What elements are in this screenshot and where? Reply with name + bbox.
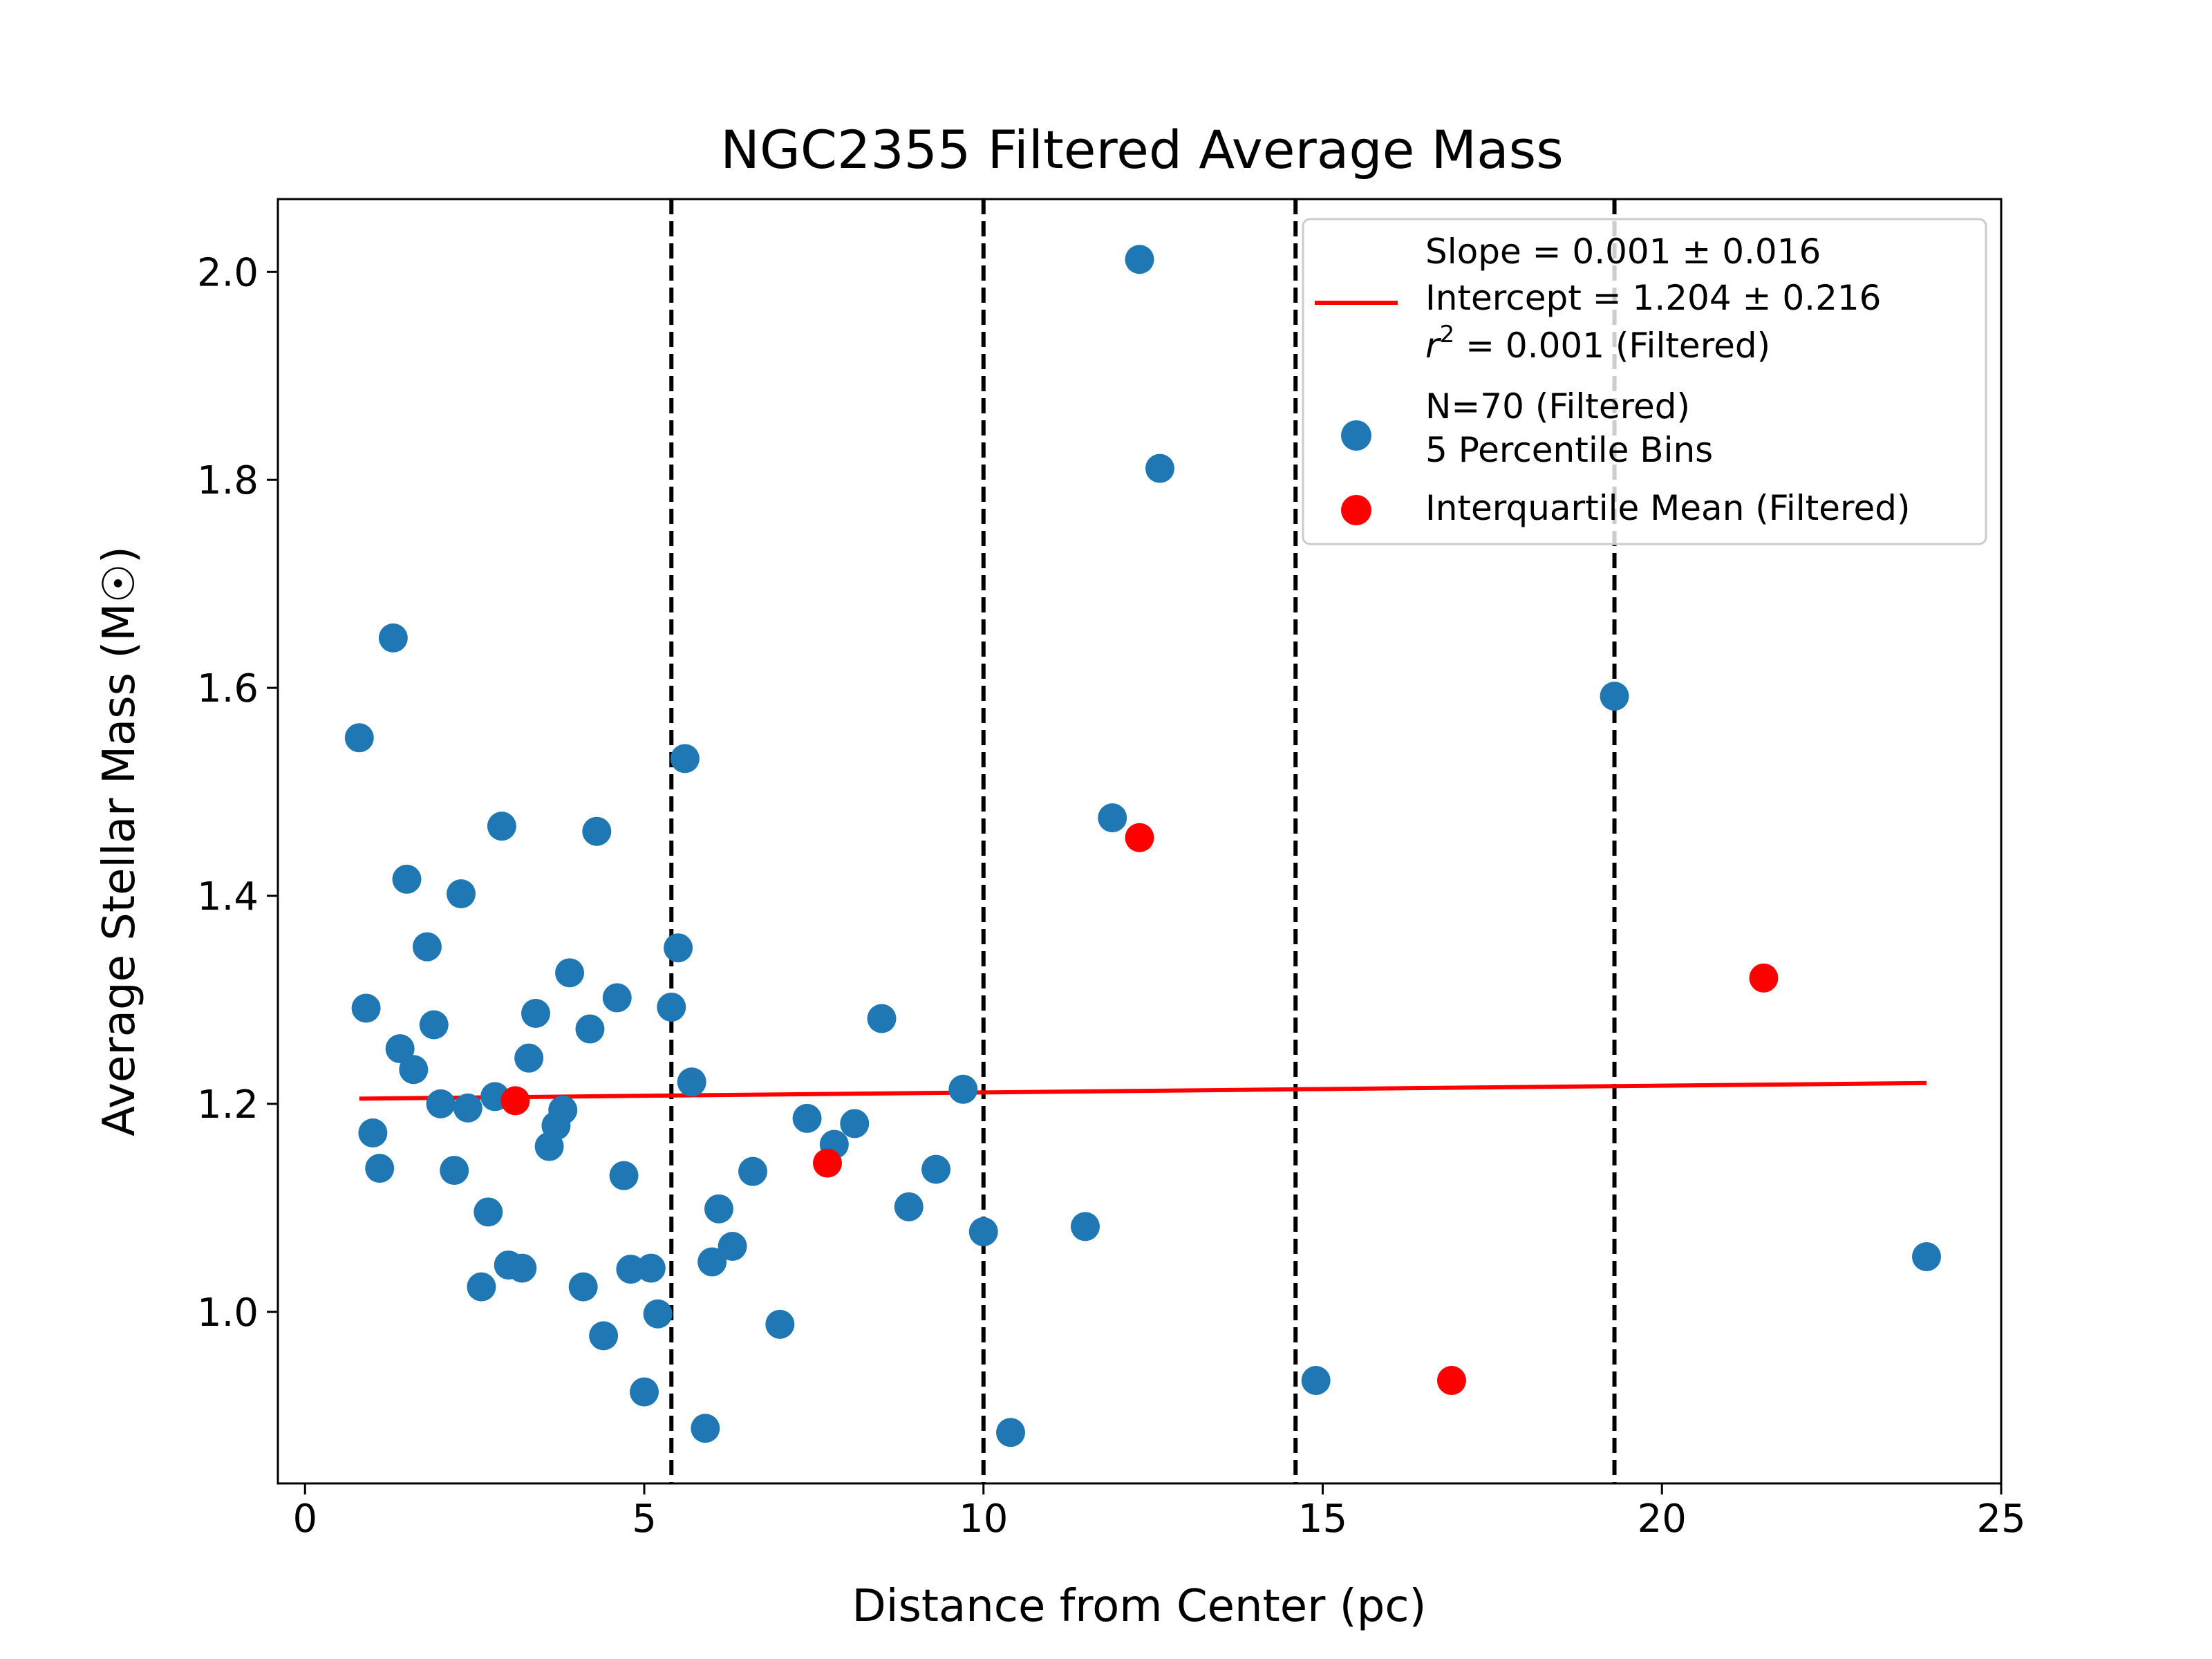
data-point-48 <box>840 1109 870 1138</box>
chart-title: NGC2355 Filtered Average Mass <box>720 119 1564 180</box>
data-point-14 <box>467 1272 496 1302</box>
data-point-9 <box>419 1010 449 1040</box>
data-point-12 <box>447 879 476 908</box>
data-point-26 <box>568 1272 598 1302</box>
iqm-point-0 <box>500 1086 530 1116</box>
data-point-28 <box>582 816 612 846</box>
data-point-19 <box>507 1253 537 1283</box>
data-point-40 <box>691 1414 720 1443</box>
data-point-6 <box>392 864 422 894</box>
data-point-38 <box>670 744 700 774</box>
data-point-59 <box>1301 1366 1331 1396</box>
data-point-51 <box>921 1154 951 1184</box>
x-tick-label-5: 5 <box>632 1497 657 1541</box>
x-tick-label-15: 15 <box>1298 1497 1347 1541</box>
fit-line <box>359 1080 1927 1101</box>
fit-line-layer <box>359 1080 1927 1101</box>
legend-slope: Slope = 0.001 ± 0.016 <box>1425 232 1821 272</box>
data-point-35 <box>643 1299 673 1329</box>
data-point-2 <box>358 1118 388 1147</box>
data-point-58 <box>1145 453 1174 483</box>
data-point-33 <box>630 1377 659 1407</box>
x-tick-label-20: 20 <box>1638 1497 1687 1541</box>
data-point-52 <box>948 1074 978 1104</box>
plot-frame <box>276 198 2003 1485</box>
data-point-17 <box>487 812 516 841</box>
legend-n70: N=70 (Filtered) <box>1425 386 1690 427</box>
data-point-44 <box>738 1156 768 1186</box>
data-point-41 <box>697 1247 727 1277</box>
data-point-0 <box>344 723 374 753</box>
y-tick-label-5: 2.0 <box>197 250 259 295</box>
data-point-5 <box>385 1034 415 1064</box>
scatter-points <box>344 245 1942 1447</box>
legend-box <box>1302 218 1987 545</box>
data-point-7 <box>399 1055 429 1085</box>
data-point-30 <box>602 983 632 1013</box>
data-point-42 <box>704 1194 733 1224</box>
legend: Slope = 0.001 ± 0.016 Intercept = 1.204 … <box>1302 218 1987 545</box>
iqm-point-3 <box>1436 1366 1466 1396</box>
y-tick-label-4: 1.8 <box>197 458 259 503</box>
data-point-37 <box>664 933 693 963</box>
data-point-53 <box>968 1217 998 1246</box>
data-point-55 <box>1070 1212 1100 1241</box>
x-axis-ticks: 0 5 10 15 20 25 <box>292 1483 2026 1541</box>
legend-r2-text: = 0.001 (Filtered) <box>1454 326 1770 366</box>
iqm-point-2 <box>1125 823 1154 852</box>
data-point-36 <box>657 992 686 1022</box>
y-axis-label: Average Stellar Mass (M☉) <box>94 546 145 1136</box>
legend-intercept: Intercept = 1.204 ± 0.216 <box>1425 278 1882 318</box>
iqm-point-1 <box>813 1148 843 1178</box>
data-point-34 <box>636 1253 666 1283</box>
data-point-50 <box>894 1192 924 1221</box>
data-point-45 <box>765 1309 795 1339</box>
y-tick-label-2: 1.4 <box>197 874 259 919</box>
legend-r-symbol: r <box>1425 326 1442 366</box>
legend-scatter-marker <box>1341 420 1371 451</box>
iqm-points <box>500 823 1779 1396</box>
x-tick-label-10: 10 <box>959 1497 1008 1541</box>
data-point-61 <box>1912 1242 1942 1272</box>
data-point-60 <box>1600 682 1629 711</box>
legend-bins: 5 Percentile Bins <box>1425 430 1713 470</box>
data-point-13 <box>453 1093 482 1123</box>
data-point-20 <box>514 1043 544 1073</box>
data-point-57 <box>1125 245 1154 274</box>
data-point-56 <box>1098 803 1127 833</box>
data-point-27 <box>575 1014 605 1044</box>
data-point-3 <box>365 1154 395 1183</box>
x-tick-label-25: 25 <box>1976 1497 2025 1541</box>
data-point-1 <box>351 993 381 1023</box>
iqm-point-4 <box>1749 963 1779 993</box>
data-point-39 <box>677 1067 706 1097</box>
data-point-21 <box>521 998 550 1028</box>
legend-iqm: Interquartile Mean (Filtered) <box>1425 488 1911 528</box>
legend-r2: r2 = 0.001 (Filtered) <box>1425 321 1770 366</box>
data-point-11 <box>440 1156 469 1185</box>
legend-iqm-marker <box>1341 495 1371 525</box>
data-point-29 <box>589 1321 619 1351</box>
data-point-25 <box>555 958 585 988</box>
data-point-46 <box>792 1103 822 1133</box>
data-point-15 <box>474 1197 503 1227</box>
data-point-49 <box>867 1004 897 1033</box>
data-point-31 <box>609 1161 639 1190</box>
data-point-24 <box>548 1095 578 1125</box>
data-point-4 <box>378 623 408 653</box>
y-tick-label-1: 1.2 <box>197 1082 259 1127</box>
data-point-8 <box>412 932 442 962</box>
y-tick-label-3: 1.6 <box>197 666 259 711</box>
data-point-54 <box>996 1418 1026 1447</box>
y-tick-label-0: 1.0 <box>197 1291 259 1335</box>
x-axis-label: Distance from Center (pc) <box>852 1581 1427 1632</box>
legend-r-exponent: 2 <box>1440 321 1455 348</box>
y-axis-ticks: 1.0 1.2 1.4 1.6 1.8 2.0 <box>197 250 278 1335</box>
x-tick-label-0: 0 <box>292 1497 317 1541</box>
data-point-10 <box>426 1089 456 1118</box>
data-point-43 <box>718 1231 747 1261</box>
